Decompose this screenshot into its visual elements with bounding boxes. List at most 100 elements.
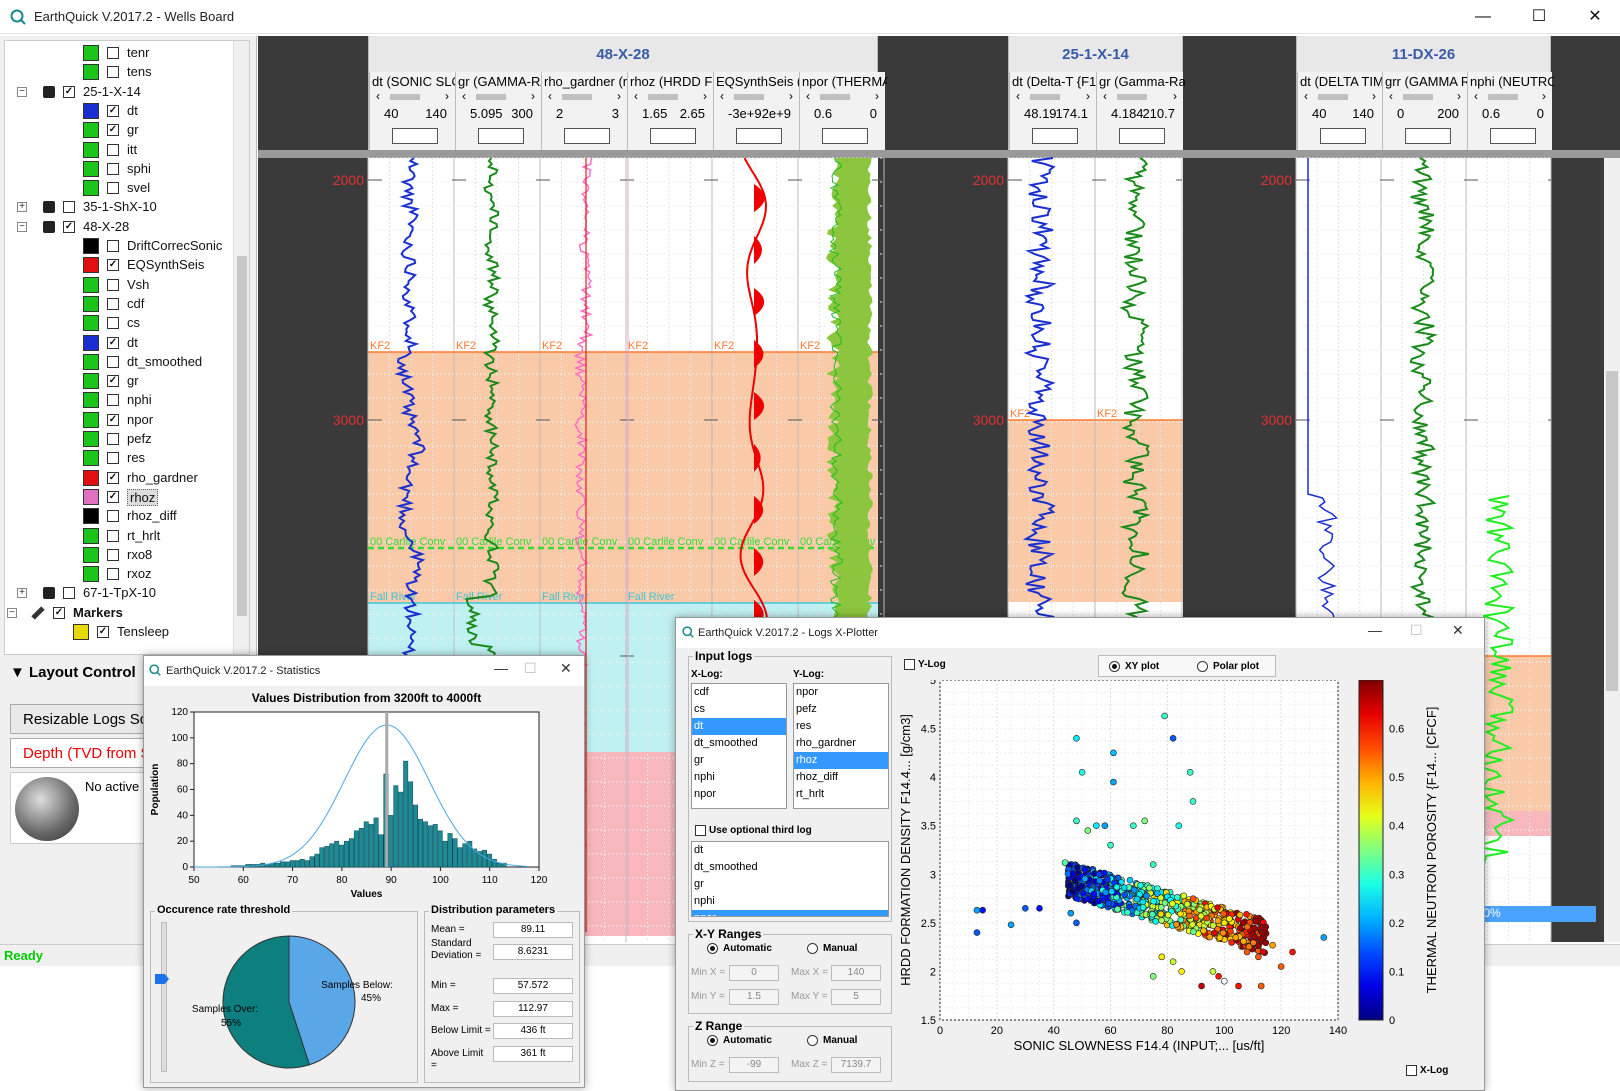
tree-item[interactable]: gr bbox=[5, 371, 233, 391]
scroll-right-icon[interactable]: › bbox=[703, 89, 707, 103]
tree-checkbox[interactable] bbox=[107, 47, 119, 59]
minimize-button[interactable]: — bbox=[1475, 8, 1491, 25]
scroll-thumb[interactable] bbox=[562, 94, 592, 100]
scroll-right-icon[interactable]: › bbox=[1173, 89, 1177, 103]
tree-item[interactable]: cdf bbox=[5, 294, 233, 314]
track-scrollbar[interactable]: ‹ › bbox=[1016, 89, 1090, 103]
list-item[interactable]: rhoz bbox=[794, 752, 888, 769]
tree-item[interactable]: tens bbox=[5, 62, 233, 82]
ylog-checkbox[interactable] bbox=[904, 659, 915, 670]
scroll-left-icon[interactable]: ‹ bbox=[462, 89, 466, 103]
tree-item[interactable]: rhoz_diff bbox=[5, 506, 233, 526]
tree-checkbox[interactable] bbox=[97, 626, 109, 638]
tree-item[interactable]: dt bbox=[5, 333, 233, 353]
tree-checkbox[interactable] bbox=[107, 548, 119, 561]
min-y-field[interactable]: 1.5 bbox=[729, 989, 779, 1005]
tree-item[interactable]: svel bbox=[5, 178, 233, 198]
list-item[interactable]: npor bbox=[692, 910, 888, 916]
tree-checkbox[interactable] bbox=[63, 201, 75, 214]
track-scrollbar[interactable]: ‹ › bbox=[1389, 89, 1461, 103]
list-item[interactable]: rho_gardner bbox=[796, 737, 856, 749]
polar-plot-radio[interactable] bbox=[1197, 661, 1208, 672]
scroll-thumb[interactable] bbox=[820, 94, 850, 100]
max-z-field[interactable]: 7139.7 bbox=[831, 1057, 881, 1073]
track-header[interactable]: nphi (NEUTRO ‹ › 0.6 0 bbox=[1467, 72, 1554, 150]
tree-checkbox[interactable] bbox=[107, 510, 119, 523]
list-item[interactable]: res bbox=[796, 720, 812, 732]
tree-item[interactable]: nphi bbox=[5, 390, 233, 410]
scroll-left-icon[interactable]: ‹ bbox=[720, 89, 724, 103]
tree-checkbox[interactable] bbox=[107, 490, 119, 503]
scroll-left-icon[interactable]: ‹ bbox=[1016, 89, 1020, 103]
stats-maximize-button[interactable]: ☐ bbox=[524, 660, 537, 676]
track-scrollbar[interactable]: ‹ › bbox=[462, 89, 535, 103]
track-value-box[interactable] bbox=[650, 128, 696, 144]
scroll-right-icon[interactable]: › bbox=[1542, 89, 1546, 103]
tree-item[interactable]: − 25-1-X-14 bbox=[5, 82, 233, 102]
xlog-checkbox[interactable] bbox=[1406, 1065, 1417, 1076]
scroll-thumb[interactable] bbox=[734, 94, 764, 100]
tree-checkbox[interactable] bbox=[107, 336, 119, 349]
tree-item[interactable]: +35-1-ShX-10 bbox=[5, 197, 233, 217]
z-manual-radio[interactable] bbox=[807, 1035, 818, 1046]
track-value-box[interactable] bbox=[1320, 128, 1366, 144]
tree-item[interactable]: DriftCorrecSonic bbox=[5, 236, 233, 256]
tree-item[interactable]: rxoz bbox=[5, 564, 233, 584]
ylog-listbox[interactable]: npor pefz res rho_gardner rhoz rhoz_diff rt_hr… bbox=[793, 683, 889, 809]
list-item[interactable]: gr bbox=[694, 878, 704, 890]
tree-checkbox[interactable] bbox=[107, 104, 119, 117]
tree-item[interactable]: − Markers bbox=[5, 603, 233, 623]
expander-icon[interactable]: + bbox=[17, 588, 27, 599]
scroll-right-icon[interactable]: › bbox=[789, 89, 793, 103]
tree-checkbox[interactable] bbox=[107, 297, 119, 310]
track-value-box[interactable] bbox=[1405, 128, 1451, 144]
tree-item[interactable]: Vsh bbox=[5, 275, 233, 295]
track-header[interactable]: gr (GAMMA-RA ‹ › 5.095 300 bbox=[455, 72, 543, 150]
track-value-box[interactable] bbox=[1032, 128, 1078, 144]
tree-checkbox[interactable] bbox=[107, 66, 119, 79]
scroll-left-icon[interactable]: ‹ bbox=[548, 89, 552, 103]
track-header[interactable]: grr (GAMMA R ‹ › 0 200 bbox=[1382, 72, 1469, 150]
tree-checkbox[interactable] bbox=[107, 278, 119, 291]
xy-plot-radio[interactable] bbox=[1109, 661, 1120, 672]
track-value-box[interactable] bbox=[1490, 128, 1536, 144]
scroll-left-icon[interactable]: ‹ bbox=[634, 89, 638, 103]
xy-manual-radio[interactable] bbox=[807, 943, 818, 954]
tree-checkbox[interactable] bbox=[63, 587, 75, 600]
expander-icon[interactable]: − bbox=[7, 607, 17, 618]
resizable-logs-button[interactable]: Resizable Logs Scr bbox=[10, 704, 150, 734]
track-header[interactable]: dt (SONIC SLO ‹ › 40 140 bbox=[369, 72, 457, 150]
tree-checkbox[interactable] bbox=[107, 394, 119, 407]
list-item[interactable]: rt_hrlt bbox=[796, 788, 825, 800]
list-item[interactable]: dt_smoothed bbox=[694, 737, 758, 749]
scroll-right-icon[interactable]: › bbox=[531, 89, 535, 103]
tree-checkbox[interactable] bbox=[107, 452, 119, 465]
close-button[interactable]: ✕ bbox=[1588, 8, 1602, 25]
track-header[interactable]: rhoz (HRDD FO ‹ › 1.65 2.65 bbox=[627, 72, 715, 150]
min-z-field[interactable]: -99 bbox=[729, 1057, 779, 1073]
list-item[interactable]: dt bbox=[692, 718, 786, 735]
list-item[interactable]: cs bbox=[694, 703, 705, 715]
tree-item[interactable]: itt bbox=[5, 140, 233, 160]
scroll-thumb[interactable] bbox=[476, 94, 506, 100]
tree-checkbox[interactable] bbox=[107, 375, 119, 388]
track-scrollbar[interactable]: ‹ › bbox=[634, 89, 707, 103]
track-value-box[interactable] bbox=[392, 128, 438, 144]
list-item[interactable]: dt bbox=[694, 844, 704, 856]
scroll-left-icon[interactable]: ‹ bbox=[376, 89, 380, 103]
xlog-listbox[interactable]: cdf cs dt dt_smoothed gr nphi npor bbox=[691, 683, 787, 809]
tree-checkbox[interactable] bbox=[107, 413, 119, 426]
scroll-left-icon[interactable]: ‹ bbox=[1474, 89, 1478, 103]
scroll-thumb[interactable] bbox=[1403, 94, 1433, 100]
scroll-left-icon[interactable]: ‹ bbox=[1389, 89, 1393, 103]
tree-item[interactable]: tenr bbox=[5, 43, 233, 63]
scroll-right-icon[interactable]: › bbox=[1086, 89, 1090, 103]
tree-checkbox[interactable] bbox=[107, 240, 119, 252]
tree-item[interactable]: sphi bbox=[5, 159, 233, 179]
track-scrollbar[interactable]: ‹ › bbox=[1474, 89, 1546, 103]
expander-icon[interactable]: − bbox=[17, 221, 27, 232]
tree-item[interactable]: rt_hrlt bbox=[5, 526, 233, 546]
threshold-slider-handle[interactable] bbox=[155, 974, 169, 984]
board-scroll-thumb[interactable] bbox=[1606, 371, 1618, 691]
